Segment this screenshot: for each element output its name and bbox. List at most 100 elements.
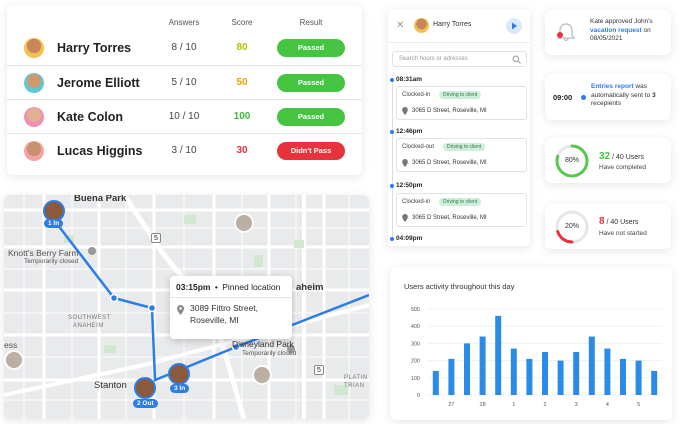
x-tick-label: 3 — [575, 402, 578, 408]
score-value: 100 — [233, 111, 251, 122]
entry-address: 3065 D Street, Roseville, MI — [412, 108, 487, 114]
timeline-entry[interactable]: Clocked-in Driving to client 3065 D Stre… — [396, 86, 527, 120]
close-icon[interactable]: ✕ — [396, 20, 405, 31]
approval-text: Kate approved John's vacation request on… — [590, 18, 653, 42]
completed-percent: 80% — [564, 157, 579, 164]
bar[interactable] — [620, 358, 626, 395]
location-pin-icon — [402, 214, 408, 222]
map-label: Temporarily closed — [24, 258, 79, 265]
map-label: ANAHEIM — [73, 323, 104, 329]
timeline-entry[interactable]: Clocked-out Driving to client 3065 D Str… — [396, 138, 527, 172]
bar[interactable] — [604, 348, 611, 395]
bar[interactable] — [526, 358, 533, 395]
not-started-percent: 20% — [564, 223, 579, 230]
completed-caption: Have completed — [599, 164, 646, 171]
x-tick-label: 4 — [606, 402, 609, 408]
avatar-marker[interactable] — [252, 365, 272, 385]
entry-tag: Driving to client — [439, 91, 482, 99]
bar[interactable] — [651, 370, 658, 395]
avatar-marker[interactable] — [4, 350, 24, 370]
answers-value: 10 / 10 — [168, 111, 200, 122]
x-tick-label: 28 — [480, 402, 486, 408]
entries-report-link[interactable]: Entries report — [591, 83, 634, 90]
user-pin[interactable] — [168, 363, 190, 385]
report-time: 09:00 — [553, 93, 573, 102]
y-tick-label: 0 — [417, 393, 420, 399]
person-name: Lucas Higgins — [57, 144, 143, 158]
pinned-location-popup[interactable]: 03:15pm • Pinned location 3089 Fittro St… — [170, 276, 292, 339]
pin-label: 2 Out — [133, 399, 158, 408]
x-tick-label: 27 — [448, 402, 454, 408]
popup-separator: • — [214, 282, 218, 292]
map-label: ess — [4, 340, 18, 350]
timeline-time: 04:09pm — [396, 235, 423, 242]
bar[interactable] — [510, 348, 517, 395]
map-label: TRIAN — [344, 383, 365, 389]
y-tick-label: 200 — [411, 359, 420, 365]
result-badge: Passed — [277, 108, 345, 126]
route-sign: 5 — [314, 365, 324, 375]
play-button[interactable] — [506, 18, 522, 34]
timeline-dot — [581, 95, 586, 100]
search-input[interactable]: Search hours or adresses — [392, 51, 527, 67]
score-value: 80 — [236, 42, 248, 53]
bar[interactable] — [588, 336, 595, 395]
timeline-time: 08:31am — [396, 76, 423, 83]
bar[interactable] — [479, 336, 486, 395]
avatar — [414, 18, 429, 33]
user-pin[interactable] — [134, 377, 156, 399]
x-tick-label: 2 — [543, 402, 546, 408]
entry-status: Clocked-in — [402, 199, 431, 205]
activity-chart-card: Users activity throughout this day 0 100 2… — [390, 267, 672, 420]
bar[interactable] — [448, 358, 455, 395]
search-icon — [512, 55, 521, 64]
timeline-dot — [390, 78, 394, 82]
approval-date: 08/05/2021 — [590, 35, 623, 42]
map-label: Knott's Berry Farm — [8, 248, 79, 258]
popup-address-line1: 3089 Fittro Street, — [190, 303, 259, 313]
bar[interactable] — [542, 352, 548, 395]
timeline-dot — [390, 184, 394, 188]
bar[interactable] — [557, 360, 564, 395]
entry-address: 3065 D Street, Roseville, MI — [412, 160, 487, 166]
bar[interactable] — [495, 315, 502, 395]
map-view[interactable]: Buena Park Knott's Berry Farm Temporaril… — [4, 195, 369, 419]
location-pin-icon — [402, 107, 408, 115]
timeline-entry[interactable]: Clocked-in Driving to client 3065 D Stre… — [396, 193, 527, 227]
completed-count: 32 — [599, 151, 611, 162]
table-row[interactable]: Harry Torres 8 / 10 80 Passed — [7, 31, 362, 65]
bar[interactable] — [573, 352, 580, 395]
play-icon — [512, 22, 517, 30]
table-row[interactable]: Kate Colon 10 / 10 100 Passed — [7, 99, 362, 133]
avatar — [24, 141, 44, 161]
avatar — [24, 107, 44, 127]
x-tick-label: 1 — [512, 402, 515, 408]
bar[interactable] — [464, 343, 470, 395]
answers-value: 5 / 10 — [171, 77, 197, 88]
bar[interactable] — [635, 360, 642, 395]
table-row[interactable]: Jerome Elliott 5 / 10 50 Passed — [7, 65, 362, 99]
completed-card[interactable]: 80% 32 / 40 Users Have completed — [545, 138, 671, 183]
score-header: Score — [231, 18, 253, 27]
not-started-card[interactable]: 20% 8 / 40 Users Have not started — [545, 204, 671, 249]
y-tick-label: 300 — [411, 341, 420, 347]
timeline-time: 12:46pm — [396, 128, 423, 135]
table-row[interactable]: Lucas Higgins 3 / 10 30 Didn't Pass — [7, 133, 362, 167]
not-started-caption: Have not started — [599, 230, 647, 237]
answers-value: 3 / 10 — [171, 145, 197, 156]
avatar-marker[interactable] — [234, 213, 254, 233]
timeline-dot — [390, 237, 394, 241]
popup-time: 03:15pm — [176, 282, 211, 292]
report-notification[interactable]: 09:00 Entries report was automatically s… — [545, 74, 671, 120]
map-label: aheim — [296, 282, 324, 293]
bar[interactable] — [432, 370, 439, 395]
approval-notification[interactable]: Kate approved John's vacation request on… — [545, 10, 671, 55]
route-sign: 5 — [151, 233, 161, 243]
not-started-count: 8 — [599, 216, 605, 227]
entry-status: Clocked-out — [402, 144, 435, 150]
vacation-request-link[interactable]: vacation request — [590, 26, 642, 34]
not-started-gauge — [555, 210, 589, 244]
entry-tag: Driving to client — [443, 143, 486, 151]
y-tick-label: 100 — [411, 376, 420, 382]
pin-label: 1 In — [44, 219, 64, 228]
